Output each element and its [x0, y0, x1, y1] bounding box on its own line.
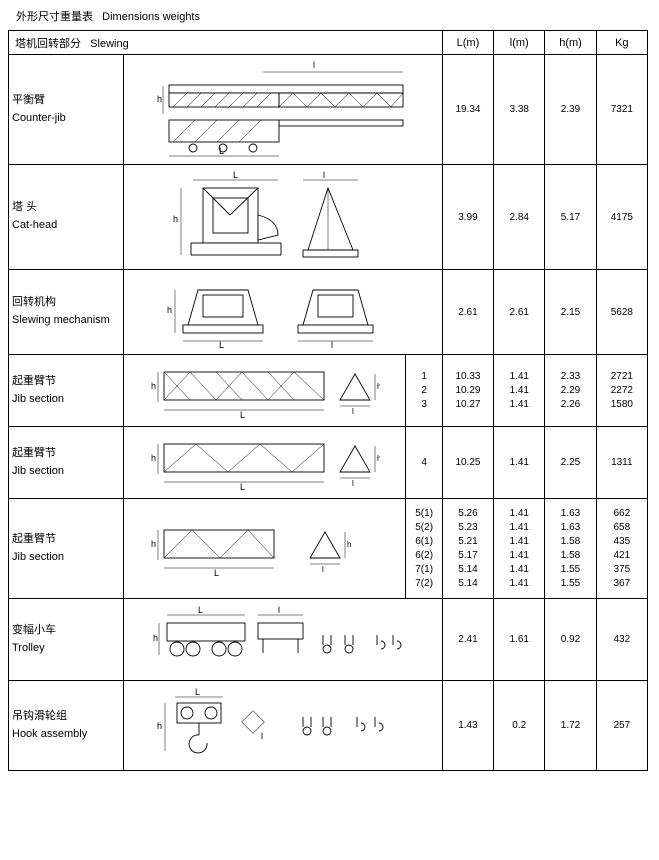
- svg-text:h: h: [167, 305, 172, 315]
- diagram-slewing-mech: h L l: [124, 270, 442, 355]
- label-hook: 吊钩滑轮组 Hook assembly: [9, 681, 124, 771]
- col-kg: Kg: [596, 31, 647, 55]
- svg-text:l: l: [352, 479, 354, 488]
- col-L: L(m): [442, 31, 493, 55]
- row-slewing-mech: 回转机构 Slewing mechanism h L l 2.61 2.61 2…: [9, 270, 648, 355]
- idx-jib-3: 5(1) 5(2) 6(1) 6(2) 7(1) 7(2): [406, 499, 442, 599]
- svg-text:h: h: [377, 382, 380, 391]
- row-hook: 吊钩滑轮组 Hook assembly L h l 1.: [9, 681, 648, 771]
- svg-text:L: L: [240, 410, 245, 420]
- svg-text:l: l: [331, 340, 333, 350]
- svg-text:h: h: [377, 454, 380, 463]
- svg-text:l: l: [352, 407, 354, 416]
- col-h: h(m): [545, 31, 596, 55]
- label-jib-2: 起重臂节 Jib section: [9, 427, 124, 499]
- diagram-jib-3: h L h l: [124, 499, 406, 599]
- section-header: 塔机回转部分 Slewing: [9, 31, 443, 55]
- diagram-jib-1: h L h l: [124, 355, 406, 427]
- section-cn: 塔机回转部分: [15, 38, 81, 50]
- svg-text:L: L: [195, 687, 200, 697]
- dimensions-table: 塔机回转部分 Slewing L(m) l(m) h(m) Kg 平衡臂 Cou…: [8, 30, 648, 771]
- svg-text:l: l: [322, 565, 324, 574]
- idx-jib-2: 4: [406, 427, 442, 499]
- svg-text:h: h: [151, 453, 156, 463]
- val-L: 19.34: [442, 55, 493, 165]
- title-cn: 外形尺寸重量表: [16, 11, 93, 23]
- row-jib-3: 起重臂节 Jib section h L h l 5(1) 5(2) 6(1) …: [9, 499, 648, 599]
- row-cat-head: 塔 头 Cat-head L l h 3.99 2.84 5.17 4175: [9, 165, 648, 270]
- label-counter-jib: 平衡臂 Counter-jib: [9, 55, 124, 165]
- label-jib-1: 起重臂节 Jib section: [9, 355, 124, 427]
- idx-jib-1: 1 2 3: [406, 355, 442, 427]
- row-counter-jib: 平衡臂 Counter-jib l h: [9, 55, 648, 165]
- svg-text:h: h: [153, 633, 158, 643]
- svg-text:L: L: [233, 170, 238, 180]
- row-jib-1: 起重臂节 Jib section h L h l 1 2 3 10.33 10.…: [9, 355, 648, 427]
- svg-text:L: L: [240, 482, 245, 492]
- label-trolley: 变幅小车 Trolley: [9, 599, 124, 681]
- svg-text:L: L: [214, 568, 219, 578]
- diagram-cat-head: L l h: [124, 165, 442, 270]
- diagram-counter-jib: l h: [124, 55, 442, 165]
- svg-text:L: L: [198, 605, 203, 615]
- svg-text:h: h: [173, 214, 178, 224]
- val-h: 2.39: [545, 55, 596, 165]
- svg-text:l: l: [323, 170, 325, 180]
- svg-text:h: h: [151, 539, 156, 549]
- svg-text:l: l: [313, 60, 315, 70]
- section-en: Slewing: [90, 38, 129, 50]
- row-jib-2: 起重臂节 Jib section h L h l 4 10.25 1.41 2.…: [9, 427, 648, 499]
- diagram-jib-2: h L h l: [124, 427, 406, 499]
- svg-text:h: h: [347, 540, 351, 549]
- label-cat-head: 塔 头 Cat-head: [9, 165, 124, 270]
- svg-text:L: L: [219, 340, 224, 350]
- svg-text:l: l: [261, 731, 263, 741]
- diagram-hook: L h l: [124, 681, 442, 771]
- val-kg: 7321: [596, 55, 647, 165]
- svg-text:h: h: [157, 94, 162, 104]
- title-en: Dimensions weights: [102, 11, 200, 23]
- svg-text:h: h: [157, 721, 162, 731]
- svg-text:h: h: [151, 381, 156, 391]
- svg-text:l: l: [278, 605, 280, 615]
- page-title: 外形尺寸重量表 Dimensions weights: [16, 8, 651, 24]
- diagram-trolley: L l h: [124, 599, 442, 681]
- label-jib-3: 起重臂节 Jib section: [9, 499, 124, 599]
- col-l: l(m): [494, 31, 545, 55]
- svg-text:L: L: [219, 146, 224, 156]
- row-trolley: 变幅小车 Trolley L l h 2.41 1.61: [9, 599, 648, 681]
- val-l: 3.38: [494, 55, 545, 165]
- label-slewing-mech: 回转机构 Slewing mechanism: [9, 270, 124, 355]
- header-row: 塔机回转部分 Slewing L(m) l(m) h(m) Kg: [9, 31, 648, 55]
